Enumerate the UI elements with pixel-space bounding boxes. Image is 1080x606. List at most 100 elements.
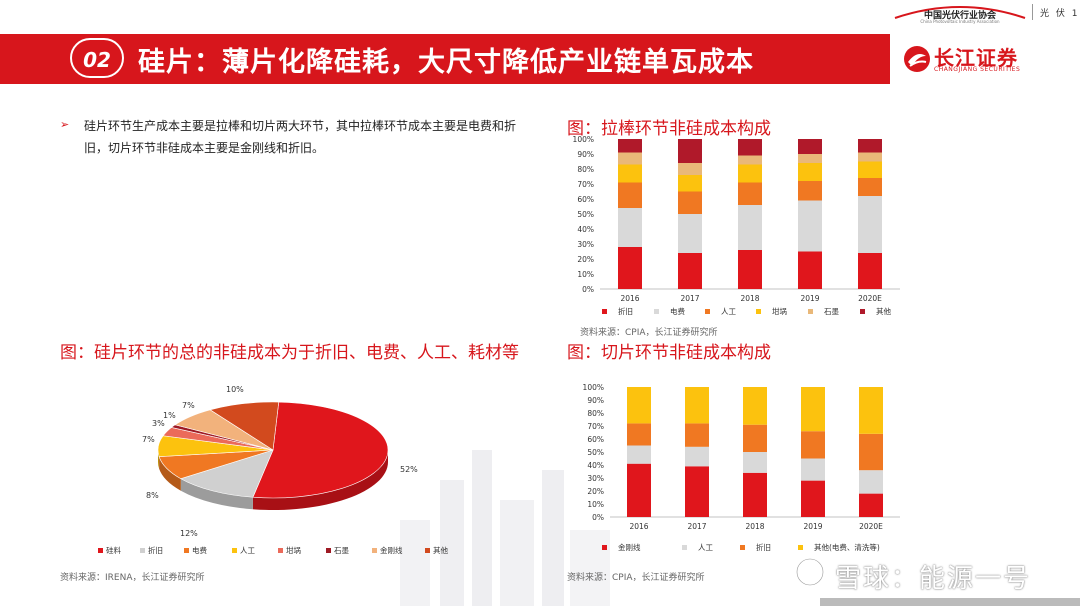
slice-chart-title: 图：切片环节非硅成本构成 <box>567 343 771 363</box>
legend-swatch <box>184 548 189 553</box>
slice-chart-source: 资料来源：CPIA，长江证券研究所 <box>567 573 705 583</box>
bar-segment <box>627 423 651 446</box>
y-tick-label: 90% <box>577 150 594 159</box>
bar-segment <box>859 387 883 434</box>
pull-chart-title: 图：拉棒环节非硅成本构成 <box>567 119 771 139</box>
pie-value-label: 7% <box>142 435 155 444</box>
legend-label: 电费 <box>670 306 685 316</box>
bar-segment <box>743 452 767 473</box>
y-tick-label: 50% <box>577 210 594 219</box>
bar-segment <box>685 387 709 424</box>
bar-segment <box>738 139 762 156</box>
y-tick-label: 60% <box>577 195 594 204</box>
x-tick-label: 2019 <box>803 522 822 531</box>
bar-segment <box>618 164 642 183</box>
bar-segment <box>685 423 709 447</box>
legend-swatch <box>705 309 710 314</box>
legend-label: 坩埚 <box>286 545 301 555</box>
y-tick-label: 80% <box>587 409 604 418</box>
legend-label: 人工 <box>698 543 713 552</box>
y-tick-label: 30% <box>587 474 604 483</box>
pie-slice <box>252 401 389 499</box>
bar-segment <box>798 181 822 201</box>
y-tick-label: 70% <box>587 422 604 431</box>
top-strip <box>0 0 1080 28</box>
bullet-text: 硅片环节生产成本主要是拉棒和切片两大环节，其中拉棒环节成本主要是电费和折旧，切片… <box>84 119 517 155</box>
pie-chart-source: 资料来源：IRENA，长江证券研究所 <box>60 573 205 583</box>
legend-label: 折旧 <box>148 545 163 555</box>
legend-swatch <box>98 548 103 553</box>
bar-segment <box>738 250 762 289</box>
bar-segment <box>738 155 762 165</box>
legend-swatch <box>756 309 761 314</box>
y-tick-label: 70% <box>577 180 594 189</box>
bar-segment <box>618 152 642 165</box>
bar-segment <box>738 182 762 205</box>
legend-label: 硅料 <box>106 545 121 555</box>
association-subtitle: China Photovoltaic Industry Association <box>920 19 1000 24</box>
background-city-image <box>400 450 610 606</box>
bar-segment <box>618 208 642 247</box>
bar-segment <box>685 466 709 517</box>
legend-label: 折旧 <box>618 306 633 316</box>
legend-label: 石墨 <box>334 546 349 555</box>
x-tick-label: 2018 <box>740 294 759 303</box>
pie-slice <box>180 449 274 498</box>
pie-value-label: 8% <box>146 491 159 500</box>
x-tick-label: 2020E <box>859 522 883 531</box>
legend-label: 电费 <box>192 545 207 555</box>
bullet-arrow-icon: ➢ <box>60 118 70 131</box>
pie-slice-side <box>252 450 388 510</box>
bar-segment <box>858 139 882 153</box>
y-tick-label: 100% <box>573 135 594 144</box>
bar-segment <box>798 200 822 252</box>
y-tick-label: 80% <box>577 165 594 174</box>
pie-value-label: 3% <box>152 419 165 428</box>
bar-segment <box>627 387 651 424</box>
company-name-cn: 长江证券 <box>934 46 1018 70</box>
bar-segment <box>618 182 642 208</box>
y-tick-label: 100% <box>583 383 604 392</box>
pie-slice <box>209 401 280 451</box>
pie-value-label: 7% <box>182 401 195 410</box>
x-tick-label: 2018 <box>745 522 764 531</box>
legend-swatch <box>372 548 377 553</box>
y-tick-label: 20% <box>587 487 604 496</box>
slice-cost-stacked-bar-chart: 0% 10% 20% 30% 40% 50% 60% 70% 80% 90% 100% 2016 201… <box>583 383 900 552</box>
legend-swatch <box>602 545 607 550</box>
bar-segment <box>743 424 767 452</box>
legend-swatch <box>654 309 659 314</box>
x-tick-label: 2020E <box>858 294 882 303</box>
bar-segment <box>801 458 825 481</box>
pie-slice-side <box>180 478 253 510</box>
page-title: 硅片：薄片化降硅耗，大尺寸降低产业链单瓦成本 <box>138 47 754 78</box>
pie-slice-side <box>159 456 181 491</box>
bar-segment <box>801 480 825 517</box>
x-tick-label: 2017 <box>687 522 706 531</box>
pull-chart-source: 资料来源：CPIA，长江证券研究所 <box>580 328 718 338</box>
bar-segment <box>858 152 882 162</box>
association-name: 中国光伏行业协会 <box>923 11 996 21</box>
company-name-en: CHANGJIANG SECURITIES <box>934 66 1021 73</box>
x-tick-label: 2017 <box>680 294 699 303</box>
bar-segment <box>801 431 825 459</box>
bar-segment <box>678 191 702 214</box>
bar-segment <box>738 164 762 183</box>
bar-segment <box>627 463 651 517</box>
bottom-bar <box>820 598 1080 606</box>
header-divider <box>1032 4 1033 20</box>
pie-value-label: 10% <box>226 385 244 394</box>
bar-segment <box>678 139 702 163</box>
legend-swatch <box>860 309 865 314</box>
legend-label: 其他(电费、清洗等) <box>814 542 880 552</box>
bar-segment <box>801 387 825 432</box>
legend-swatch <box>798 545 803 550</box>
legend-swatch <box>808 309 813 314</box>
legend-swatch <box>140 548 145 553</box>
bar-segment <box>859 470 883 494</box>
legend-swatch <box>326 548 331 553</box>
bar-segment <box>618 139 642 153</box>
nonsilicon-cost-pie-chart: 52% 12% 8% 7% 3%1% 7% 10% 硅料 折旧 电费 人工 坩埚 石墨 金刚线 其他 <box>98 385 448 555</box>
watermark-text: 雪球：能源一号 <box>835 564 1032 594</box>
bar-segment <box>798 154 822 163</box>
